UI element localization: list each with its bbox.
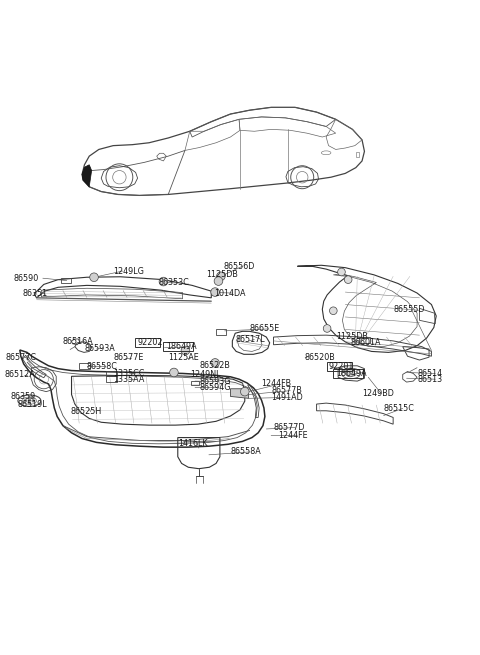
Circle shape (346, 368, 354, 377)
Bar (60, 278, 71, 284)
Bar (107, 371, 117, 377)
Text: 86558C: 86558C (87, 362, 118, 371)
Circle shape (240, 387, 249, 396)
Bar (359, 337, 370, 343)
Text: 86517L: 86517L (235, 335, 265, 344)
Text: 1249LG: 1249LG (113, 267, 144, 276)
Circle shape (329, 307, 337, 314)
Text: 1335CC: 1335CC (113, 369, 144, 378)
Polygon shape (82, 165, 92, 187)
Text: 86577B: 86577B (271, 386, 302, 395)
Circle shape (24, 400, 27, 402)
Text: 18649A: 18649A (166, 342, 196, 351)
Text: 1416LK: 1416LK (178, 439, 207, 448)
Circle shape (216, 272, 225, 280)
Text: 86593G: 86593G (199, 377, 231, 386)
Text: 86512A: 86512A (4, 370, 35, 379)
Text: 86556D: 86556D (223, 262, 254, 271)
Text: 86577E: 86577E (113, 353, 144, 362)
Text: 86513: 86513 (417, 375, 442, 384)
Circle shape (211, 358, 219, 367)
Circle shape (344, 276, 352, 284)
Text: 86359: 86359 (10, 392, 36, 401)
Text: 1125AE: 1125AE (168, 353, 199, 362)
Text: 86558A: 86558A (230, 447, 261, 457)
Text: 86515C: 86515C (384, 404, 414, 413)
Text: 86655E: 86655E (250, 324, 280, 333)
Bar (107, 377, 117, 382)
Text: 1125DB: 1125DB (336, 331, 368, 341)
Circle shape (90, 273, 98, 282)
Circle shape (323, 325, 331, 332)
Text: 86577D: 86577D (274, 423, 305, 432)
Text: 86522B: 86522B (199, 362, 230, 370)
Text: 1244FB: 1244FB (262, 379, 292, 388)
Text: 86519L: 86519L (17, 400, 47, 409)
Text: 86577C: 86577C (5, 352, 36, 362)
Text: 18649A: 18649A (336, 369, 366, 378)
Bar (216, 329, 226, 335)
Text: 86514: 86514 (417, 369, 442, 378)
Circle shape (337, 268, 345, 276)
Text: 1014DA: 1014DA (214, 289, 245, 297)
Circle shape (169, 368, 178, 377)
Text: 1249NL: 1249NL (190, 370, 220, 379)
Text: 86555D: 86555D (393, 305, 425, 314)
Circle shape (159, 277, 168, 286)
Circle shape (211, 288, 219, 297)
Text: 1335AA: 1335AA (113, 375, 144, 384)
Bar (79, 363, 90, 369)
Text: 1244FE: 1244FE (278, 431, 308, 440)
Text: 86594G: 86594G (199, 383, 231, 392)
Circle shape (181, 346, 190, 355)
Text: 86525H: 86525H (70, 407, 101, 416)
Text: 86601A: 86601A (350, 339, 381, 347)
Circle shape (28, 398, 31, 400)
Text: 86516A: 86516A (63, 337, 94, 346)
Text: 86353C: 86353C (158, 278, 190, 288)
Text: 86593A: 86593A (84, 344, 115, 352)
Circle shape (28, 402, 31, 404)
Text: 92202: 92202 (137, 338, 163, 347)
Text: 86590: 86590 (14, 274, 39, 283)
Text: 1491AD: 1491AD (271, 393, 303, 402)
Circle shape (32, 400, 35, 402)
Text: 92201: 92201 (328, 362, 354, 371)
Text: 86520B: 86520B (305, 353, 336, 362)
Text: 1249BD: 1249BD (362, 389, 394, 398)
Circle shape (214, 277, 223, 286)
Text: 86351: 86351 (22, 289, 48, 297)
Text: 1125DB: 1125DB (206, 271, 239, 279)
Polygon shape (230, 389, 249, 398)
